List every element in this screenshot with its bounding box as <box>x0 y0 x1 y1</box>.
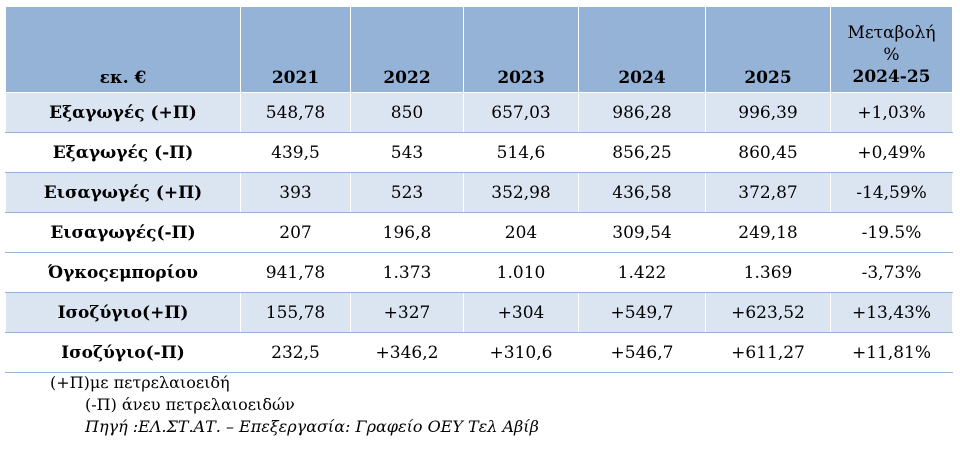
cell: +1,03% <box>830 92 953 133</box>
cell: 543 <box>350 132 464 173</box>
cell: 523 <box>350 172 464 213</box>
cell: 207 <box>240 212 351 253</box>
cell: 436,58 <box>578 172 706 213</box>
cell: 860,45 <box>705 132 831 173</box>
cell: 439,5 <box>240 132 351 173</box>
table-body: Εξαγωγές (+Π) 548,78 850 657,03 986,28 996,39… <box>5 92 953 373</box>
year-header: 2021 <box>240 6 351 93</box>
cell: +327 <box>350 292 464 333</box>
cell: +549,7 <box>578 292 706 333</box>
table-row: Όγκοςεμπορίου 941,78 1.373 1.010 1.422 1.369-… <box>5 252 953 293</box>
cell: 1.010 <box>463 252 579 293</box>
cell: +13,43% <box>830 292 953 333</box>
cell: 232,5 <box>240 332 351 373</box>
row-label: Όγκοςεμπορίου <box>5 252 241 293</box>
cell: +546,7 <box>578 332 706 373</box>
cell: -14,59% <box>830 172 953 213</box>
change-header-line: 2024-25 <box>852 67 931 87</box>
year-header: 2022 <box>350 6 464 93</box>
note: (-Π) άνευ πετρελαιοειδών <box>85 395 295 414</box>
table-row: Εισαγωγές (+Π) 393 523 352,98 436,58 372,87 -1… <box>5 172 953 213</box>
cell: +346,2 <box>350 332 464 373</box>
cell: 850 <box>350 92 464 133</box>
notes: (+Π)με πετρελαιοειδή (-Π) άνευ πετρελαιοε… <box>50 372 539 438</box>
cell: 657,03 <box>463 92 579 133</box>
unit-header: εκ. € <box>5 6 241 93</box>
change-header-line: % <box>883 45 900 65</box>
table-row: Εισαγωγές(-Π) 207 196,8 204 309,54 249,18 -19.… <box>5 212 953 253</box>
trade-table: εκ. € 2021 2022 2023 2024 2025 Μεταβολή% 2024-… <box>5 6 953 373</box>
cell: 1.373 <box>350 252 464 293</box>
cell: 548,78 <box>240 92 351 133</box>
cell: 856,25 <box>578 132 706 173</box>
cell: 155,78 <box>240 292 351 333</box>
cell: -3,73% <box>830 252 953 293</box>
cell: 514,6 <box>463 132 579 173</box>
note: (+Π)με πετρελαιοειδή <box>50 373 230 392</box>
table-row: Εξαγωγές (+Π) 548,78 850 657,03 986,28 996,39… <box>5 92 953 133</box>
cell: 1.422 <box>578 252 706 293</box>
row-label: Εξαγωγές (+Π) <box>5 92 241 133</box>
cell: 986,28 <box>578 92 706 133</box>
note: Πηγή :ΕΛ.ΣΤ.ΑΤ. – Επεξεργασία: Γραφείο Ο… <box>85 417 539 436</box>
cell: 352,98 <box>463 172 579 213</box>
row-label: Εισαγωγές (+Π) <box>5 172 241 213</box>
cell: +0,49% <box>830 132 953 173</box>
row-label: Εισαγωγές(-Π) <box>5 212 241 253</box>
year-header: 2024 <box>578 6 706 93</box>
cell: 196,8 <box>350 212 464 253</box>
table-row: Ισοζύγιο(+Π) 155,78 +327 +304 +549,7 +623,52 +… <box>5 292 953 333</box>
header-row: εκ. € 2021 2022 2023 2024 2025 Μεταβολή% 2024-… <box>5 6 953 93</box>
cell: 393 <box>240 172 351 213</box>
cell: +623,52 <box>705 292 831 333</box>
year-header: 2023 <box>463 6 579 93</box>
row-label: Εξαγωγές (-Π) <box>5 132 241 173</box>
table-row: Εξαγωγές (-Π) 439,5 543 514,6 856,25 860,45 +0… <box>5 132 953 173</box>
change-header-line: Μεταβολή <box>847 23 936 43</box>
cell: +304 <box>463 292 579 333</box>
cell: 204 <box>463 212 579 253</box>
row-label: Ισοζύγιο(-Π) <box>5 332 241 373</box>
cell: 309,54 <box>578 212 706 253</box>
cell: +310,6 <box>463 332 579 373</box>
cell: 1.369 <box>705 252 831 293</box>
cell: -19.5% <box>830 212 953 253</box>
cell: 996,39 <box>705 92 831 133</box>
cell: 372,87 <box>705 172 831 213</box>
table-row: Ισοζύγιο(-Π) 232,5 +346,2 +310,6 +546,7 +611,… <box>5 332 953 373</box>
cell: 249,18 <box>705 212 831 253</box>
year-header: 2025 <box>705 6 831 93</box>
change-header: Μεταβολή% 2024-25 <box>830 6 953 93</box>
row-label: Ισοζύγιο(+Π) <box>5 292 241 333</box>
cell: 941,78 <box>240 252 351 293</box>
cell: +11,81% <box>830 332 953 373</box>
cell: +611,27 <box>705 332 831 373</box>
